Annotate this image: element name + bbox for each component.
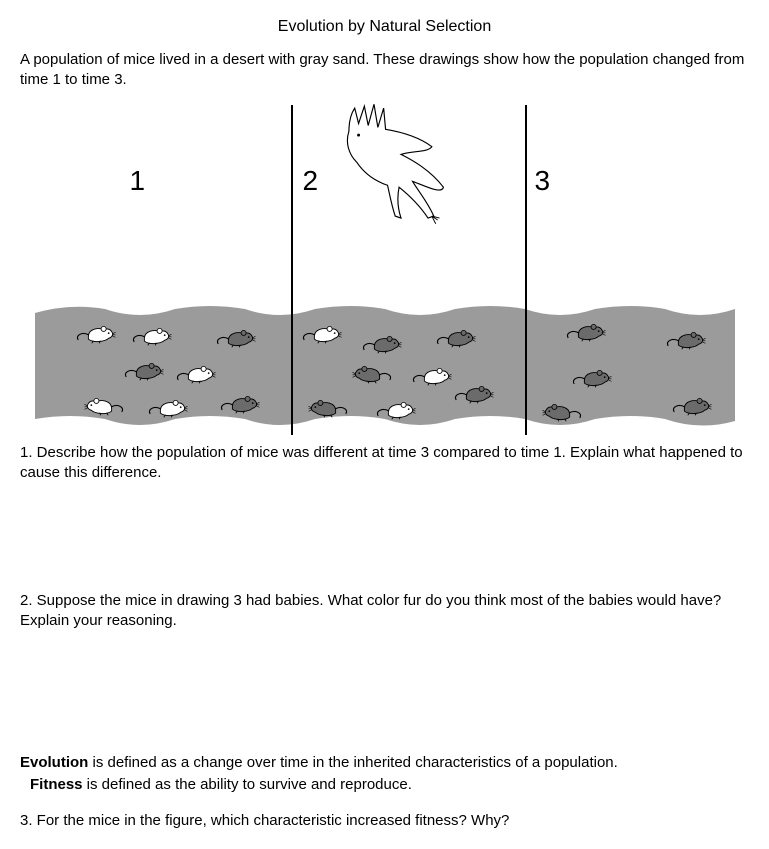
mouse-white-icon bbox=[175, 363, 217, 385]
question-3: 3. For the mice in the figure, which cha… bbox=[20, 811, 749, 831]
mouse-gray-icon bbox=[565, 321, 607, 343]
mouse-white-icon bbox=[301, 323, 343, 345]
answer-space-2 bbox=[20, 632, 749, 742]
panel-divider-1 bbox=[291, 105, 293, 435]
mouse-gray-icon bbox=[571, 367, 613, 389]
definitions: Evolution is defined as a change over ti… bbox=[20, 752, 749, 797]
hawk-icon bbox=[320, 100, 455, 230]
question-2: 2. Suppose the mice in drawing 3 had bab… bbox=[20, 591, 749, 632]
term-fitness: Fitness bbox=[30, 776, 83, 793]
page-title: Evolution by Natural Selection bbox=[20, 18, 749, 36]
panel-number-2: 2 bbox=[303, 165, 319, 197]
mouse-white-icon bbox=[375, 399, 417, 421]
panel-number-1: 1 bbox=[130, 165, 146, 197]
mouse-white-icon bbox=[75, 323, 117, 345]
mouse-white-icon bbox=[147, 397, 189, 419]
mouse-white-icon bbox=[83, 395, 125, 417]
mouse-gray-icon bbox=[453, 383, 495, 405]
mouse-gray-icon bbox=[361, 333, 403, 355]
panel-divider-2 bbox=[525, 105, 527, 435]
mouse-gray-icon bbox=[307, 397, 349, 419]
figure: 1 2 3 bbox=[35, 95, 735, 435]
mouse-gray-icon bbox=[435, 327, 477, 349]
definition-evolution: Evolution is defined as a change over ti… bbox=[20, 752, 749, 775]
question-1: 1. Describe how the population of mice w… bbox=[20, 443, 749, 484]
mouse-gray-icon bbox=[219, 393, 261, 415]
mouse-gray-icon bbox=[541, 401, 583, 423]
answer-space-1 bbox=[20, 483, 749, 583]
def-fitness-text: is defined as the ability to survive and… bbox=[83, 776, 412, 793]
term-evolution: Evolution bbox=[20, 754, 88, 771]
mouse-gray-icon bbox=[215, 327, 257, 349]
def-evolution-text: is defined as a change over time in the … bbox=[88, 754, 617, 771]
mouse-gray-icon bbox=[671, 395, 713, 417]
mouse-gray-icon bbox=[123, 360, 165, 382]
intro-text: A population of mice lived in a desert w… bbox=[20, 50, 749, 91]
panel-number-3: 3 bbox=[535, 165, 551, 197]
mouse-white-icon bbox=[131, 325, 173, 347]
mouse-white-icon bbox=[411, 365, 453, 387]
definition-fitness: Fitness is defined as the ability to sur… bbox=[20, 774, 749, 797]
mouse-gray-icon bbox=[351, 363, 393, 385]
mouse-gray-icon bbox=[665, 329, 707, 351]
